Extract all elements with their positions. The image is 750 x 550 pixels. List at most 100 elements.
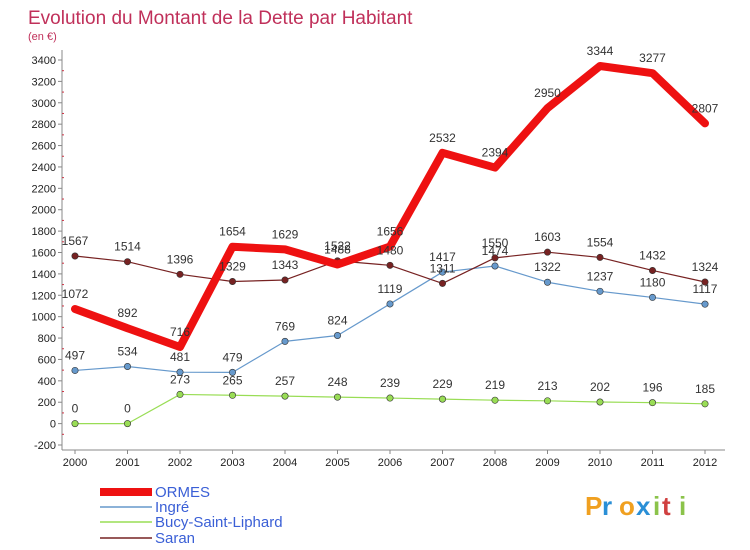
data-label: 0 [72, 402, 79, 416]
data-point [386, 394, 394, 402]
data-label: 1324 [692, 260, 719, 274]
data-label: 273 [170, 372, 190, 386]
data-label: 185 [695, 382, 715, 396]
data-point [648, 399, 656, 407]
data-label: 1180 [640, 275, 666, 289]
logo-letter: t [662, 491, 672, 521]
axes: -200020040060080010001200140016001800200… [32, 50, 725, 469]
data-label: 481 [170, 350, 190, 364]
data-label: 1396 [167, 252, 194, 266]
data-point [333, 331, 341, 339]
data-point [701, 400, 709, 408]
data-point [176, 368, 184, 376]
x-tick-label: 2004 [273, 457, 297, 469]
data-label: 239 [380, 376, 400, 390]
y-tick-label: 1800 [32, 226, 56, 238]
data-label: 1554 [587, 235, 614, 249]
logo-letter: x [636, 491, 651, 521]
data-point [229, 391, 237, 399]
data-label: 1603 [534, 230, 561, 244]
legend-label: ORMES [155, 484, 210, 501]
x-tick-label: 2012 [693, 457, 717, 469]
x-tick-label: 2009 [535, 457, 559, 469]
data-point [281, 392, 289, 400]
y-tick-label: -200 [34, 440, 56, 452]
data-point [71, 252, 79, 260]
proxiti-logo: Pr o x i t i [585, 491, 687, 521]
data-point [701, 300, 709, 308]
data-label: 1567 [62, 234, 89, 248]
data-label: 1654 [219, 225, 246, 239]
data-point [438, 279, 446, 287]
series-line-ormes [71, 61, 709, 352]
data-label: 1629 [272, 227, 299, 241]
chart-subtitle: (en €) [28, 31, 57, 43]
y-tick-label: 1000 [32, 312, 56, 324]
data-label: 2532 [429, 131, 456, 145]
y-tick-label: 0 [50, 419, 56, 431]
data-point [386, 300, 394, 308]
data-point [491, 396, 499, 404]
y-tick-label: 2800 [32, 119, 56, 131]
chart-title: Evolution du Montant de la Dette par Hab… [28, 8, 413, 29]
y-tick-label: 1200 [32, 290, 56, 302]
y-tick-label: 3400 [32, 55, 56, 67]
data-label: 2807 [692, 101, 719, 115]
y-tick-label: 400 [38, 376, 56, 388]
data-point [491, 262, 499, 270]
data-point [543, 397, 551, 405]
y-tick-label: 2600 [32, 141, 56, 153]
data-label: 213 [537, 379, 557, 393]
x-tick-label: 2011 [641, 457, 665, 469]
data-label: 824 [327, 313, 347, 327]
logo-letter: P [585, 491, 603, 521]
data-label: 1480 [377, 243, 404, 257]
data-label: 892 [117, 306, 137, 320]
data-label: 1329 [219, 259, 246, 273]
data-label: 2394 [482, 146, 509, 160]
y-tick-label: 600 [38, 354, 56, 366]
x-tick-label: 2005 [325, 457, 349, 469]
data-label: 248 [327, 375, 347, 389]
data-label: 479 [222, 350, 242, 364]
data-label: 2950 [534, 86, 561, 100]
data-point [124, 258, 132, 266]
x-tick-label: 2001 [115, 457, 139, 469]
data-label: 1311 [430, 261, 456, 275]
data-point [124, 420, 132, 428]
x-tick-label: 2003 [220, 457, 244, 469]
x-tick-label: 2000 [63, 457, 87, 469]
data-label: 1072 [62, 287, 89, 301]
x-tick-label: 2008 [483, 457, 507, 469]
data-point [124, 363, 132, 371]
x-tick-label: 2007 [430, 457, 454, 469]
data-label: 0 [124, 402, 131, 416]
data-point [648, 266, 656, 274]
data-label: 1656 [377, 225, 404, 239]
data-label: 196 [642, 381, 662, 395]
data-label: 229 [432, 377, 452, 391]
y-tick-label: 3200 [32, 76, 56, 88]
data-label: 265 [222, 373, 242, 387]
series-layer [71, 61, 709, 428]
data-label: 1514 [114, 240, 141, 254]
data-label: 1237 [587, 269, 614, 283]
data-label: 497 [65, 348, 85, 362]
data-point [596, 287, 604, 295]
y-tick-label: 2200 [32, 183, 56, 195]
data-point [701, 278, 709, 286]
data-label: 1550 [482, 236, 509, 250]
data-label: 1117 [693, 282, 718, 296]
data-point [596, 253, 604, 261]
logo-letter: i [679, 491, 687, 521]
y-tick-label: 200 [38, 397, 56, 409]
data-label: 534 [117, 345, 137, 359]
y-tick-label: 1400 [32, 269, 56, 281]
data-point [438, 268, 446, 276]
x-tick-label: 2006 [378, 457, 402, 469]
data-point [71, 366, 79, 374]
data-labels: 0 0 273 265 257 248 239 229 219 213 202 196 185 497 53… [62, 44, 719, 416]
data-label: 1343 [272, 258, 299, 272]
